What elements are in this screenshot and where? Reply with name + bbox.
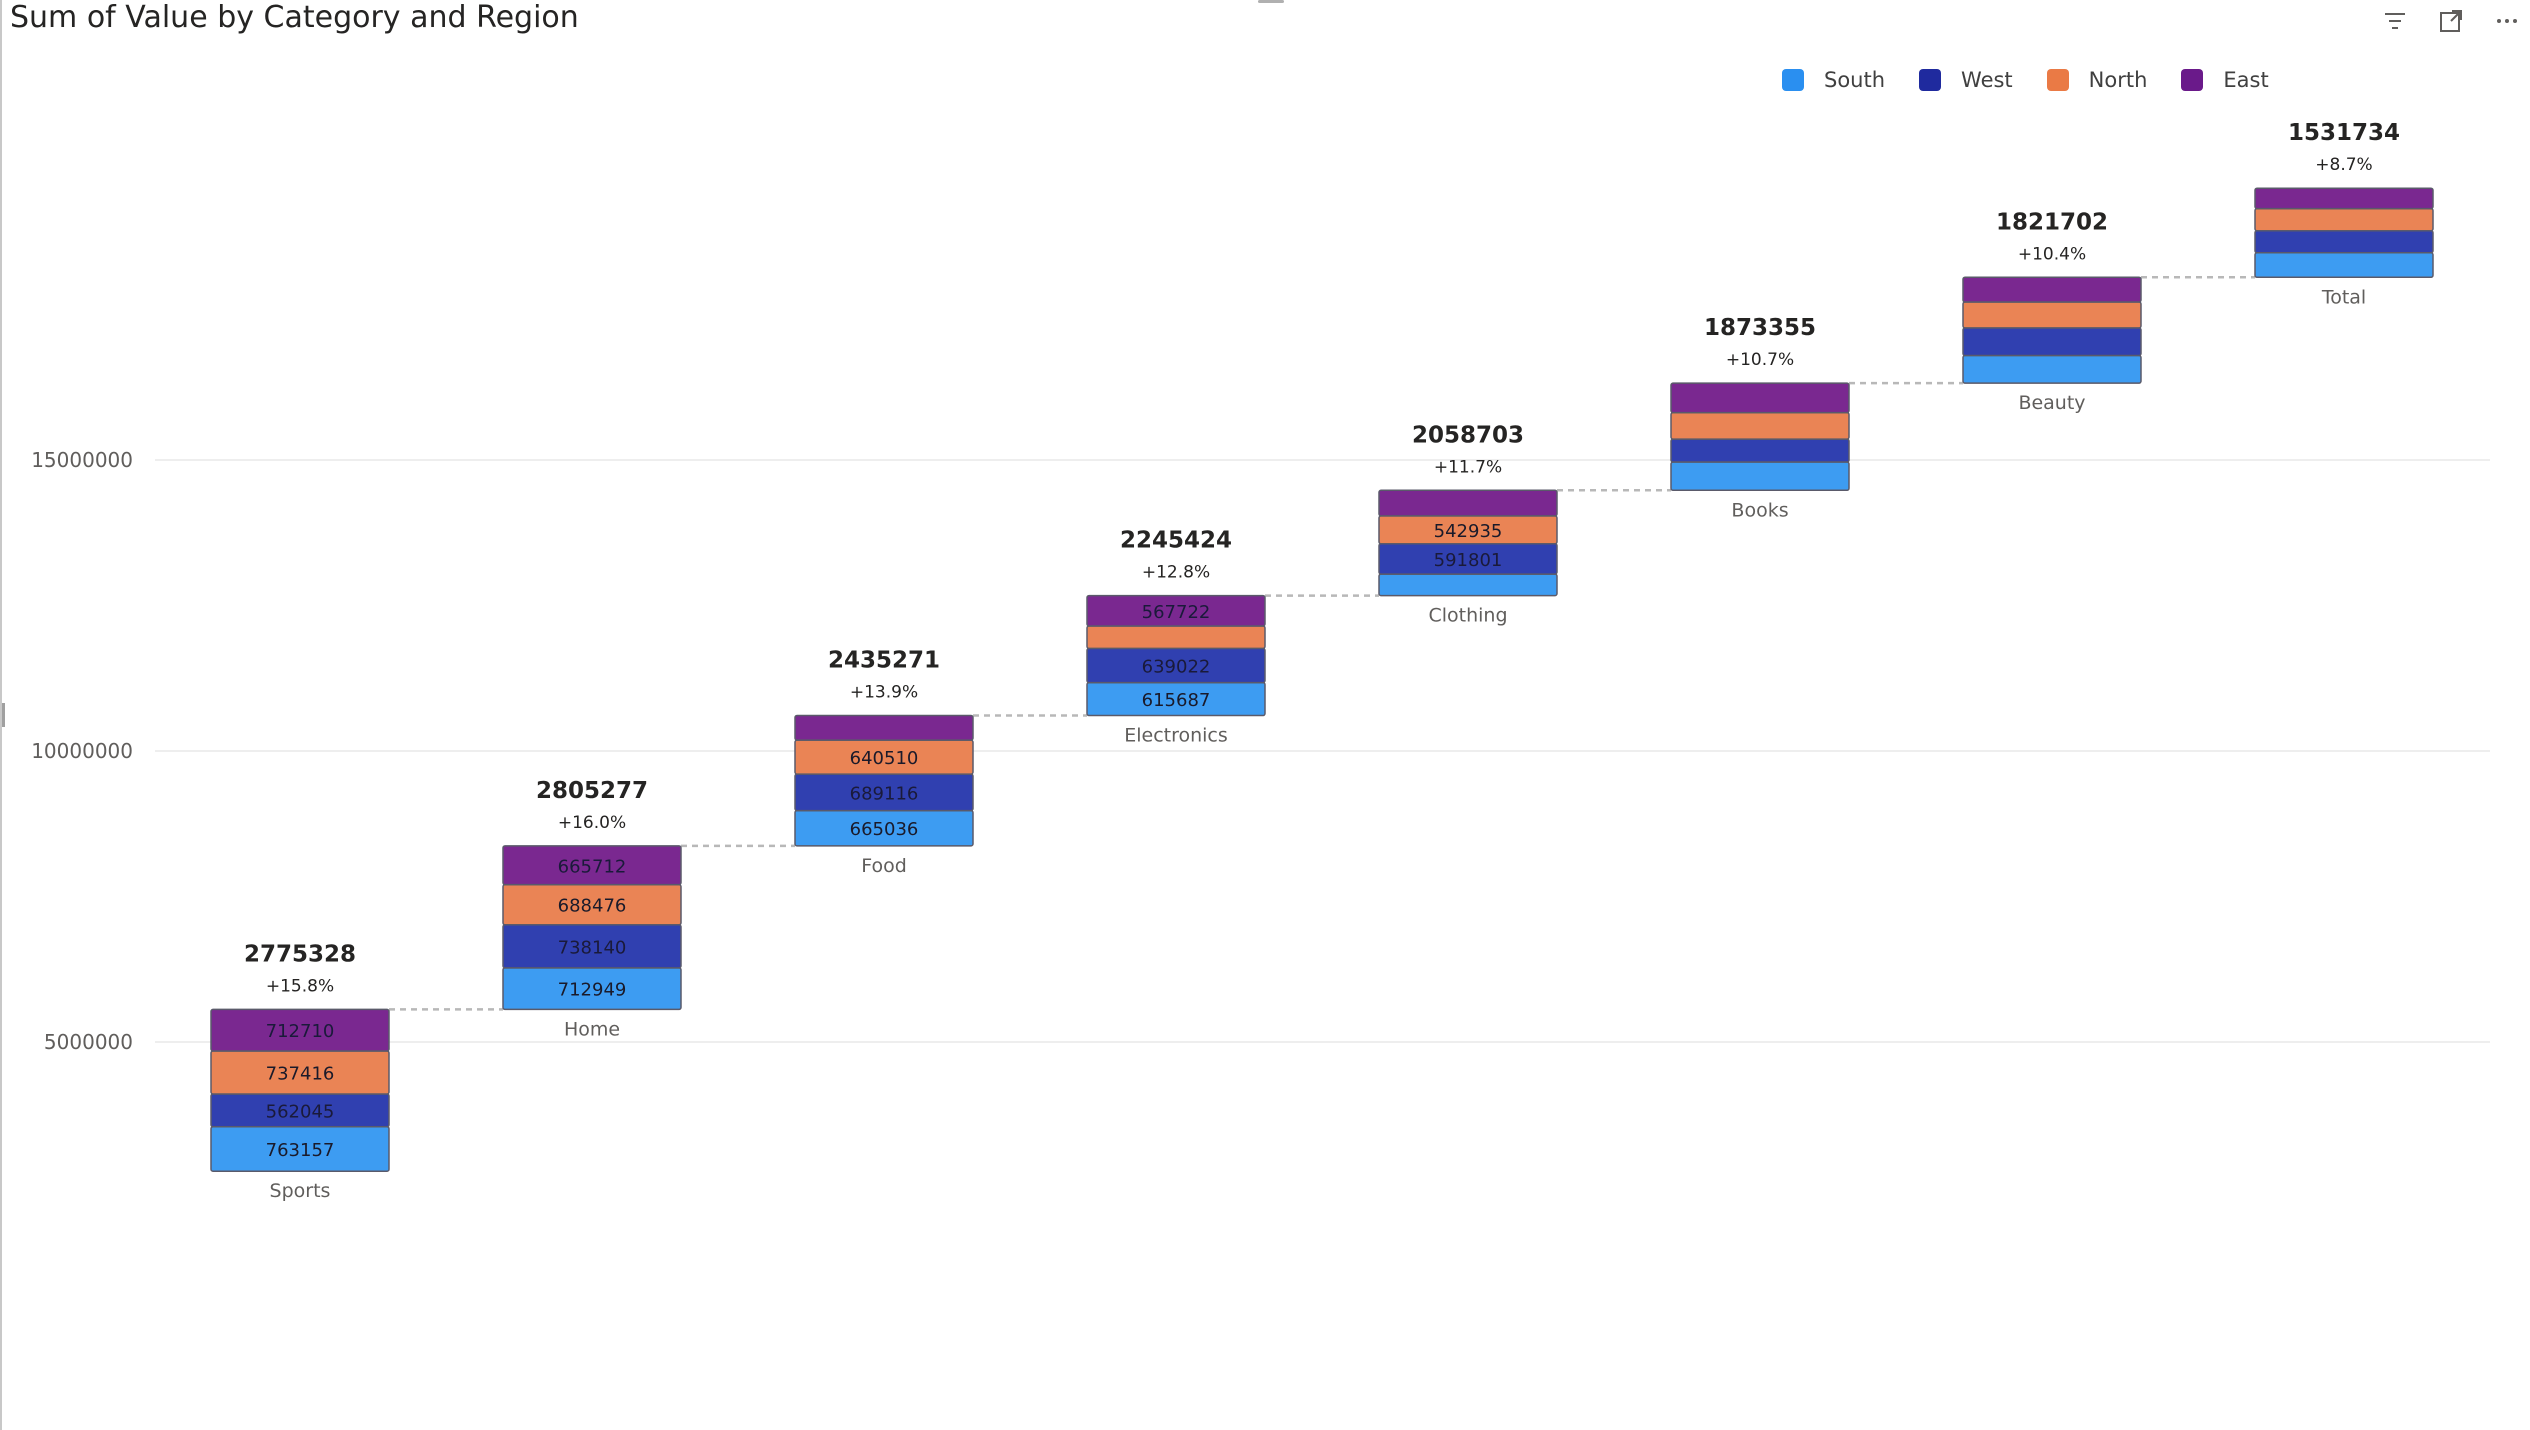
legend-swatch (2046, 69, 2069, 91)
bar-segment-east (794, 714, 974, 741)
total-value-label: 2435271 (828, 647, 940, 673)
percent-label: +10.4% (2018, 244, 2086, 264)
category-label: Beauty (2018, 392, 2085, 414)
category-label: Total (2321, 286, 2366, 308)
bar-segment-east (2254, 187, 2434, 210)
segment-value-label: 688476 (558, 896, 627, 917)
bar-segment-east (210, 1008, 390, 1052)
segment-value-label: 737416 (266, 1063, 335, 1084)
legend-label: South (1824, 68, 1886, 92)
filter-icon[interactable] (2380, 6, 2410, 36)
segment-value-label: 665036 (850, 819, 919, 840)
legend-item-north[interactable]: North (2046, 68, 2148, 92)
bar-segment-west (1962, 327, 2142, 357)
segment-value-label: 639022 (1142, 656, 1211, 677)
percent-label: +8.7% (2315, 155, 2372, 175)
percent-label: +11.7% (1434, 457, 1502, 477)
category-label: Clothing (1428, 605, 1507, 627)
legend-label: North (2088, 68, 2148, 92)
bar-segment-south (1670, 461, 1850, 492)
segment-value-label: 689116 (850, 783, 919, 804)
segment-value-label: 738140 (558, 937, 627, 958)
total-value-label: 1821702 (1996, 209, 2108, 235)
total-value-label: 2805277 (536, 778, 648, 804)
legend-swatch (1782, 69, 1804, 91)
category-label: Home (564, 1018, 620, 1040)
bar-segment-north (1086, 625, 1266, 650)
legend-label: East (2223, 68, 2269, 92)
category-label: Sports (270, 1180, 331, 1202)
percent-label: +12.8% (1142, 563, 1210, 583)
segment-value-label: 640510 (850, 748, 919, 769)
category-label: Electronics (1124, 724, 1228, 746)
bar-segment-east (1962, 276, 2142, 303)
segment-value-label: 665712 (558, 856, 627, 877)
segment-value-label: 542935 (1434, 521, 1503, 542)
visual-header (2380, 6, 2522, 36)
bar-segment-south (1962, 354, 2142, 384)
segment-value-label: 562045 (266, 1101, 335, 1122)
focus-mode-icon[interactable] (2436, 6, 2466, 36)
drag-handle[interactable] (1258, 0, 1284, 3)
bar-segment-east (1670, 382, 1850, 414)
segment-value-label: 712949 (558, 980, 627, 1001)
total-value-label: 1531734 (2288, 120, 2400, 146)
bar-segment-east (1086, 594, 1266, 627)
segment-value-label: 763157 (266, 1140, 335, 1161)
chart-title: Sum of Value by Category and Region (10, 0, 579, 35)
bar-segment-west (2254, 229, 2434, 254)
bar-segment-east (1378, 489, 1558, 517)
segment-value-label: 615687 (1142, 690, 1211, 711)
segment-value-label: 591801 (1434, 550, 1503, 571)
y-tick-label: 5000000 (44, 1030, 133, 1054)
percent-label: +15.8% (266, 976, 334, 996)
legend-swatch (1919, 69, 1942, 91)
bar-segment-north (1962, 301, 2142, 329)
category-label: Books (1731, 499, 1788, 521)
segment-value-label: 567722 (1142, 602, 1211, 623)
resize-handle[interactable] (2, 703, 5, 727)
legend-label: West (1961, 68, 2013, 92)
percent-label: +10.7% (1726, 350, 1794, 370)
bar-segment-south (1378, 573, 1558, 597)
legend: South West North East (1782, 68, 2303, 92)
total-value-label: 2058703 (1412, 422, 1524, 448)
bar-segment-north (2254, 207, 2434, 232)
y-tick-label: 10000000 (31, 739, 133, 763)
segment-value-label: 712710 (266, 1021, 335, 1042)
legend-item-east[interactable]: East (2181, 68, 2269, 92)
bar-segment-south (2254, 252, 2434, 279)
total-value-label: 2775328 (244, 941, 356, 967)
bar-segment-west (1670, 438, 1850, 463)
bar-segment-north (1670, 411, 1850, 440)
legend-item-south[interactable]: South (1782, 68, 1885, 92)
percent-label: +16.0% (558, 813, 626, 833)
legend-item-west[interactable]: West (1919, 68, 2013, 92)
total-value-label: 2245424 (1120, 528, 1232, 554)
y-tick-label: 15000000 (31, 448, 133, 472)
percent-label: +13.9% (850, 682, 918, 702)
total-value-label: 1873355 (1704, 315, 1816, 341)
category-label: Food (861, 855, 907, 877)
bar-segment-east (502, 845, 682, 886)
more-options-icon[interactable] (2492, 6, 2522, 36)
legend-swatch (2181, 69, 2204, 91)
